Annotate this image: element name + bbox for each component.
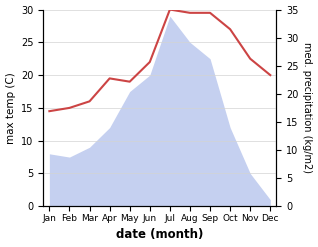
X-axis label: date (month): date (month) [116,228,204,242]
Y-axis label: med. precipitation (kg/m2): med. precipitation (kg/m2) [302,42,313,173]
Y-axis label: max temp (C): max temp (C) [5,72,16,144]
